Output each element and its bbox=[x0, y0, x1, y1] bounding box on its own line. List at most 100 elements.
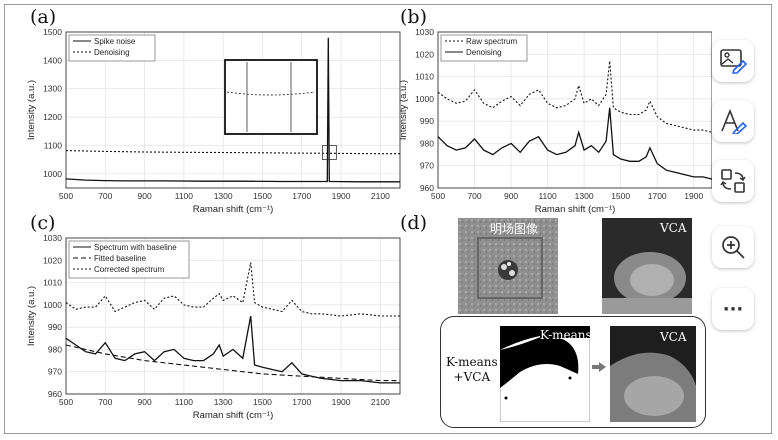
panel-label-b: (b) bbox=[400, 6, 427, 28]
zoom-in-icon bbox=[722, 236, 745, 259]
chart-a-inset-box bbox=[224, 59, 318, 135]
chart-b-series-2 bbox=[437, 107, 712, 180]
chart-c-series-2 bbox=[65, 344, 400, 382]
panel-label-d: (d) bbox=[400, 212, 427, 234]
zoom-in-button[interactable] bbox=[712, 226, 754, 268]
chart-c-xtick-label: 1500 bbox=[253, 397, 272, 407]
chart-a-xlabel: Raman shift (cm⁻¹) bbox=[193, 204, 274, 215]
chart-b-ylabel: Intensity (a.u.) bbox=[398, 80, 409, 140]
kmeans-image bbox=[500, 326, 590, 422]
chart-b-xtick-label: 1700 bbox=[648, 191, 667, 201]
chart-a-legend-entry: Spike noise bbox=[94, 37, 136, 46]
chart-a-xtick-label: 900 bbox=[137, 191, 151, 201]
chart-c-ytick-label: 1000 bbox=[43, 300, 62, 310]
chart-c-xtick-label: 500 bbox=[59, 397, 73, 407]
chart-b-axes-box bbox=[437, 31, 712, 189]
chart-b-ytick-label: 990 bbox=[420, 116, 434, 126]
chart-a-ytick-label: 1300 bbox=[43, 84, 62, 94]
arrow-right-icon bbox=[592, 362, 606, 372]
chart-a-xtick-label: 1100 bbox=[175, 191, 194, 201]
chart-b-ytick-label: 980 bbox=[420, 138, 434, 148]
chart-a-ytick-label: 1400 bbox=[43, 55, 62, 65]
brightfield-label: 明场图像 bbox=[490, 222, 539, 236]
chart-b-ytick-label: 1020 bbox=[415, 49, 434, 59]
panel-label-a: (a) bbox=[30, 6, 57, 28]
chart-c-xtick-label: 900 bbox=[137, 397, 151, 407]
chart-a-xtick-label: 1900 bbox=[332, 191, 351, 201]
chart-c-xtick-label: 1900 bbox=[332, 397, 351, 407]
figure-frame bbox=[4, 4, 772, 434]
text-edit-button[interactable] bbox=[712, 100, 754, 142]
chart-c-ytick-label: 980 bbox=[48, 344, 62, 354]
chart-b-series-1 bbox=[437, 60, 712, 133]
chart-b-legend-box bbox=[440, 34, 528, 62]
chart-c-series-1 bbox=[65, 315, 400, 384]
chart-c-series-3 bbox=[65, 262, 400, 317]
chart-a-ytick-label: 1500 bbox=[43, 27, 62, 37]
chart-a-series-2 bbox=[65, 150, 400, 155]
chart-a-ytick-label: 1200 bbox=[43, 112, 62, 122]
chart-a-legend-entry: Denoising bbox=[94, 48, 130, 57]
chart-a-xtick-label: 1500 bbox=[253, 191, 272, 201]
vca-bottom-image bbox=[610, 326, 696, 422]
chart-b-xtick-label: 500 bbox=[431, 191, 445, 201]
convert-button[interactable] bbox=[712, 160, 754, 202]
chart-a-ytick-label: 1000 bbox=[43, 169, 62, 179]
chart-b-xtick-label: 1500 bbox=[611, 191, 630, 201]
chart-c-axes-box bbox=[65, 237, 401, 395]
chart-a-inset-curve bbox=[226, 91, 316, 96]
vca-top-label: VCA bbox=[660, 221, 687, 235]
chart-b-ytick-label: 1000 bbox=[415, 94, 434, 104]
chart-a-ylabel: Intensity (a.u.) bbox=[26, 80, 37, 140]
chart-c-ylabel: Intensity (a.u.) bbox=[26, 286, 37, 346]
chart-a-series-1 bbox=[65, 37, 400, 183]
chart-c-ytick-label: 970 bbox=[48, 367, 62, 377]
vca-bottom-label: VCA bbox=[660, 330, 687, 344]
chart-b-xtick-label: 1900 bbox=[684, 191, 703, 201]
chart-b-legend-entry: Denoising bbox=[466, 48, 502, 57]
more-button[interactable]: ··· bbox=[712, 288, 754, 330]
chart-c-xtick-label: 1300 bbox=[214, 397, 233, 407]
image-edit-button[interactable] bbox=[712, 40, 754, 82]
chart-b-ytick-label: 1010 bbox=[415, 72, 434, 82]
chart-b-ytick-label: 970 bbox=[420, 161, 434, 171]
convert-icon bbox=[720, 169, 746, 193]
chart-c-legend-entry: Corrected spectrum bbox=[94, 265, 165, 274]
chart-a-axes-box bbox=[65, 31, 401, 189]
chart-a-xtick-label: 500 bbox=[59, 191, 73, 201]
chart-c-xtick-label: 1100 bbox=[175, 397, 194, 407]
image-edit-icon bbox=[720, 49, 747, 74]
kmeans-label: K-means bbox=[540, 328, 592, 342]
chart-b-legend-entry: Raw spectrum bbox=[466, 37, 517, 46]
chart-b-xtick-label: 1100 bbox=[538, 191, 557, 201]
vca-top-image bbox=[602, 218, 692, 314]
chart-a-spike-box bbox=[321, 145, 337, 160]
chart-a-ytick-label: 1100 bbox=[44, 140, 63, 150]
more-icon: ··· bbox=[722, 298, 744, 320]
chart-c-xtick-label: 1700 bbox=[292, 397, 311, 407]
chart-b-xtick-label: 900 bbox=[504, 191, 518, 201]
chart-c-ytick-label: 1030 bbox=[43, 233, 62, 243]
chart-b-xtick-label: 1300 bbox=[575, 191, 594, 201]
chart-c-legend-entry: Fitted baseline bbox=[94, 254, 147, 263]
chart-c-legend-entry: Spectrum with baseline bbox=[94, 243, 177, 252]
chart-c-ytick-label: 1020 bbox=[43, 255, 62, 265]
chart-b-xtick-label: 700 bbox=[467, 191, 481, 201]
combo-box bbox=[440, 316, 706, 428]
brightfield-image bbox=[458, 218, 558, 314]
chart-b-xlabel: Raman shift (cm⁻¹) bbox=[535, 204, 616, 215]
chart-a-xtick-label: 700 bbox=[98, 191, 112, 201]
chart-c-ytick-label: 960 bbox=[48, 389, 62, 399]
chart-a-xtick-label: 1300 bbox=[214, 191, 233, 201]
chart-c-ytick-label: 1010 bbox=[43, 278, 62, 288]
chart-c-xlabel: Raman shift (cm⁻¹) bbox=[193, 410, 274, 421]
text-edit-icon bbox=[721, 108, 747, 134]
chart-c: 500 700 900 1100 1300 1500 1700 1900 2100 960 970 9… bbox=[26, 233, 401, 421]
chart-b: 500 700 900 1100 1300 1500 1700 1900 960 970 980 99… bbox=[398, 27, 712, 215]
chart-b-ytick-label: 1030 bbox=[415, 27, 434, 37]
chart-c-xtick-label: 2100 bbox=[371, 397, 390, 407]
chart-c-xtick-label: 700 bbox=[98, 397, 112, 407]
chart-c-ytick-label: 990 bbox=[48, 322, 62, 332]
chart-b-ytick-label: 960 bbox=[420, 183, 434, 193]
chart-a-legend-box bbox=[68, 34, 156, 62]
